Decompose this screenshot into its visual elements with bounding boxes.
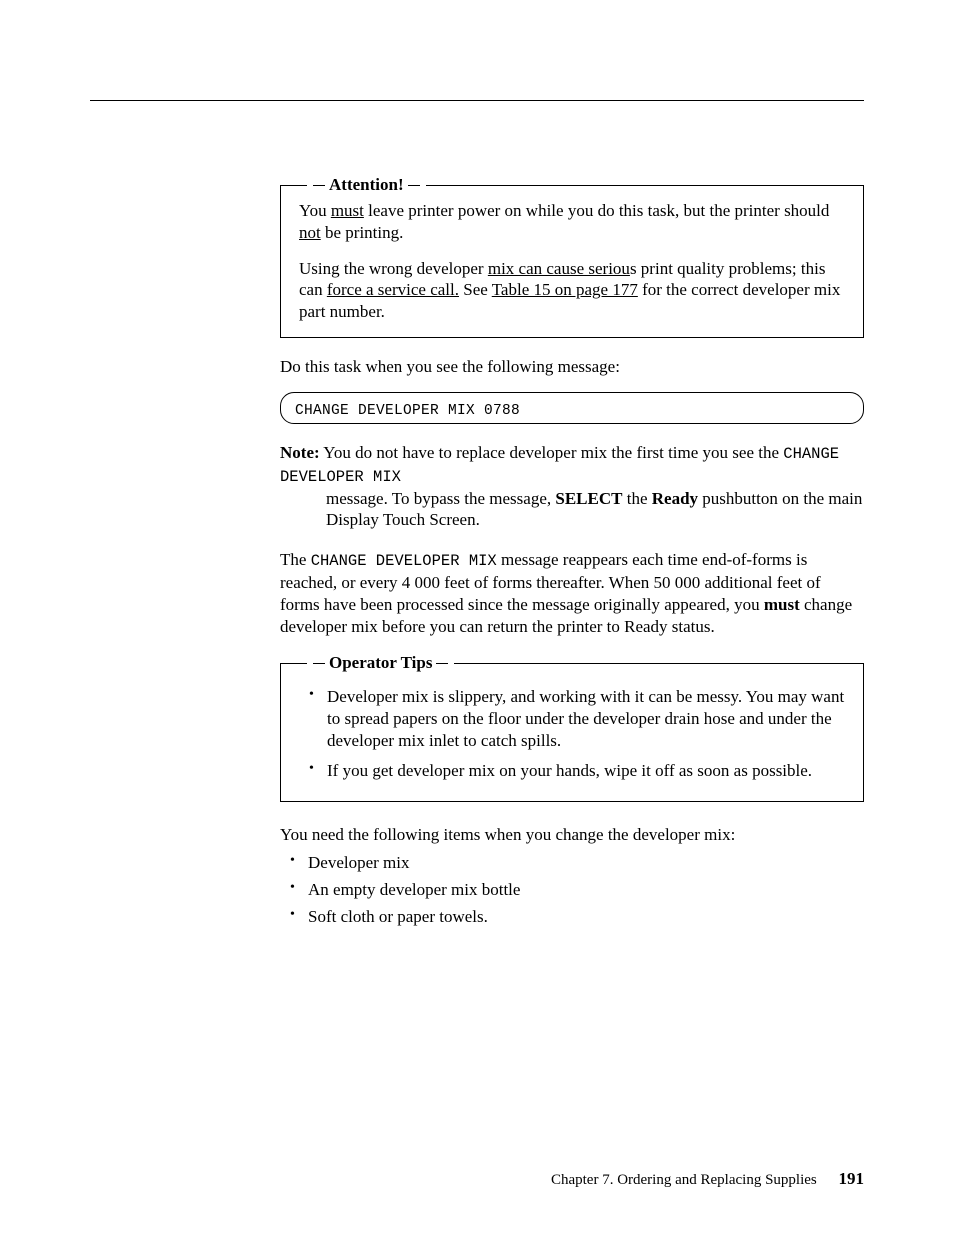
text-underline: force a service call. xyxy=(327,280,459,299)
page-footer: Chapter 7. Ordering and Replacing Suppli… xyxy=(551,1169,864,1189)
text: See xyxy=(459,280,492,299)
code-inline: CHANGE DEVELOPER MIX xyxy=(311,552,497,570)
list-item: An empty developer mix bottle xyxy=(280,879,864,901)
attention-p1: You must leave printer power on while yo… xyxy=(299,200,845,244)
list-item: If you get developer mix on your hands, … xyxy=(299,760,845,782)
code-message-box: CHANGE DEVELOPER MIX 0788 xyxy=(280,392,864,425)
operator-tips-box: Operator Tips Developer mix is slippery,… xyxy=(280,663,864,802)
list-item: Developer mix xyxy=(280,852,864,874)
reappear-paragraph: The CHANGE DEVELOPER MIX message reappea… xyxy=(280,549,864,637)
text: message. To bypass the message, xyxy=(326,489,555,508)
page-number: 191 xyxy=(839,1169,865,1188)
table-link[interactable]: Table 15 on page 177 xyxy=(492,280,638,299)
note-indent: message. To bypass the message, SELECT t… xyxy=(326,488,864,532)
note-paragraph: Note: You do not have to replace develop… xyxy=(280,442,864,531)
page: Attention! You must leave printer power … xyxy=(0,0,954,987)
must-underline: must xyxy=(331,201,364,220)
tips-list: Developer mix is slippery, and working w… xyxy=(299,686,845,781)
text: the xyxy=(622,489,651,508)
text-underline: mix can cause seriou xyxy=(488,259,630,278)
text: You xyxy=(299,201,331,220)
ready-bold: Ready xyxy=(652,489,698,508)
need-intro: You need the following items when you ch… xyxy=(280,824,864,846)
select-bold: SELECT xyxy=(555,489,622,508)
must-bold: must xyxy=(764,595,800,614)
attention-p2: Using the wrong developer mix can cause … xyxy=(299,258,845,323)
attention-box: Attention! You must leave printer power … xyxy=(280,185,864,338)
text: You do not have to replace developer mix… xyxy=(320,443,784,462)
note-label: Note: xyxy=(280,443,320,462)
need-list: Developer mix An empty developer mix bot… xyxy=(280,852,864,927)
text: leave printer power on while you do this… xyxy=(364,201,830,220)
text: be printing. xyxy=(321,223,404,242)
intro-line: Do this task when you see the following … xyxy=(280,356,864,378)
attention-legend: Attention! xyxy=(307,174,426,196)
not-underline: not xyxy=(299,223,321,242)
list-item: Developer mix is slippery, and working w… xyxy=(299,686,845,751)
code-message: CHANGE DEVELOPER MIX 0788 xyxy=(295,403,520,419)
tips-legend: Operator Tips xyxy=(307,652,454,674)
text: The xyxy=(280,550,311,569)
list-item: Soft cloth or paper towels. xyxy=(280,906,864,928)
footer-text: Chapter 7. Ordering and Replacing Suppli… xyxy=(551,1172,817,1188)
content-column: Attention! You must leave printer power … xyxy=(280,185,864,927)
text: Using the wrong developer xyxy=(299,259,488,278)
